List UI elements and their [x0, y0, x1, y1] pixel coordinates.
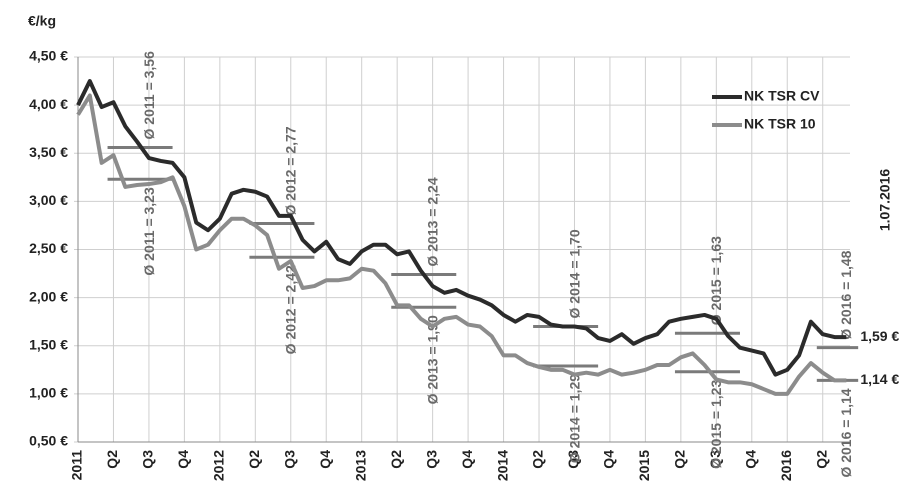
- x-tick-label: Q2: [530, 450, 546, 469]
- end-label: 1,14 €: [860, 371, 899, 387]
- average-label: Ø 2014 = 1,29: [566, 374, 582, 463]
- end-label: 1,59 €: [860, 328, 899, 344]
- x-tick-label: Q4: [742, 450, 758, 469]
- y-tick-label: 1,50 €: [29, 336, 68, 352]
- x-tick-label: Q3: [423, 450, 439, 469]
- average-label: Ø 2015 = 1,23: [708, 380, 724, 469]
- x-tick-label: Q2: [813, 450, 829, 469]
- date-annotation: 1.07.2016: [877, 169, 893, 231]
- average-label: Ø 2015 = 1,63: [708, 236, 724, 325]
- x-tick-label: Q3: [140, 450, 156, 469]
- x-tick-label: 2012: [211, 450, 227, 481]
- y-tick-label: 1,00 €: [29, 385, 68, 401]
- average-label: Ø 2012 = 2,77: [283, 126, 299, 215]
- y-tick-label: 4,50 €: [29, 48, 68, 64]
- average-label: Ø 2016 = 1,48: [838, 250, 854, 339]
- average-label: Ø 2013 = 1,90: [424, 315, 440, 404]
- x-tick-label: Q3: [565, 450, 581, 469]
- y-tick-label: 2,50 €: [29, 240, 68, 256]
- x-tick-label: Q3: [281, 450, 297, 469]
- x-tick-label: Q4: [317, 450, 333, 469]
- series-line: [76, 93, 847, 396]
- average-label: Ø 2014 = 1,70: [566, 229, 582, 318]
- legend-label: NK TSR 10: [744, 116, 816, 132]
- average-label: Ø 2016 = 1,14: [838, 388, 854, 477]
- y-tick-label: 3,50 €: [29, 144, 68, 160]
- x-tick-label: 2013: [352, 450, 368, 481]
- y-tick-label: 0,50 €: [29, 433, 68, 449]
- x-tick-label: Q2: [104, 450, 120, 469]
- y-tick-label: 4,00 €: [29, 96, 68, 112]
- x-tick-label: Q2: [246, 450, 262, 469]
- x-tick-label: Q4: [459, 450, 475, 469]
- x-tick-label: Q4: [175, 450, 191, 469]
- y-tick-label: 2,00 €: [29, 288, 68, 304]
- x-tick-label: Q2: [388, 450, 404, 469]
- x-tick-label: 2016: [778, 450, 794, 481]
- y-tick-label: 3,00 €: [29, 192, 68, 208]
- y-axis-unit: €/kg: [28, 13, 56, 29]
- average-label: Ø 2013 = 2,24: [424, 177, 440, 266]
- x-tick-label: 2014: [494, 450, 510, 481]
- average-label: Ø 2011 = 3,23: [141, 187, 157, 276]
- x-tick-label: Q4: [601, 450, 617, 469]
- x-tick-label: Q3: [707, 450, 723, 469]
- legend-label: NK TSR CV: [744, 88, 820, 104]
- average-label: Ø 2011 = 3,56: [141, 51, 157, 140]
- series-line: [76, 79, 847, 377]
- x-tick-label: 2011: [69, 450, 85, 481]
- x-tick-label: Q2: [672, 450, 688, 469]
- x-tick-label: 2015: [636, 450, 652, 481]
- average-label: Ø 2012 = 2,42: [283, 265, 299, 354]
